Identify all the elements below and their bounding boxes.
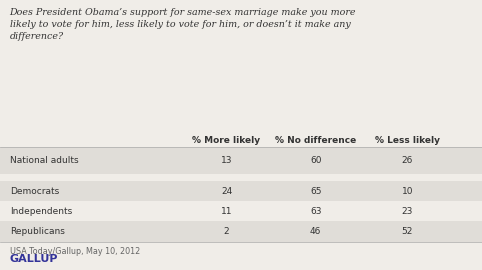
Text: Does President Obama’s support for same-sex marriage make you more
likely to vot: Does President Obama’s support for same-… xyxy=(10,8,356,41)
Text: 26: 26 xyxy=(402,156,413,165)
Text: 23: 23 xyxy=(402,207,413,216)
Text: 63: 63 xyxy=(310,207,321,216)
Text: % More likely: % More likely xyxy=(192,136,261,145)
Text: Republicans: Republicans xyxy=(10,227,65,236)
Text: 13: 13 xyxy=(221,156,232,165)
Text: 60: 60 xyxy=(310,156,321,165)
Text: USA Today/Gallup, May 10, 2012: USA Today/Gallup, May 10, 2012 xyxy=(10,247,140,256)
Text: 65: 65 xyxy=(310,187,321,195)
Text: 24: 24 xyxy=(221,187,232,195)
Text: Democrats: Democrats xyxy=(10,187,59,195)
Text: 2: 2 xyxy=(224,227,229,236)
Text: GALLUP: GALLUP xyxy=(10,254,58,264)
Text: 52: 52 xyxy=(402,227,413,236)
Text: 11: 11 xyxy=(221,207,232,216)
Text: Independents: Independents xyxy=(10,207,72,216)
Text: % Less likely: % Less likely xyxy=(375,136,440,145)
Text: National adults: National adults xyxy=(10,156,78,165)
Text: 46: 46 xyxy=(310,227,321,236)
Text: % No difference: % No difference xyxy=(275,136,356,145)
Text: 10: 10 xyxy=(402,187,413,195)
